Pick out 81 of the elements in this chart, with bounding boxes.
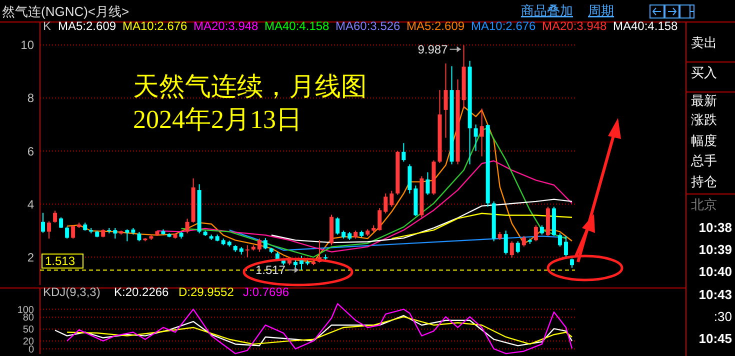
candlestick xyxy=(408,164,412,194)
annotation: 1.517 xyxy=(255,262,286,277)
candlestick xyxy=(444,63,448,138)
text: MA40:4.158 xyxy=(613,19,678,33)
text: MA60:3.526 xyxy=(336,19,401,33)
line-series xyxy=(391,212,573,240)
text: K xyxy=(43,19,52,33)
text: 幅度 xyxy=(691,133,717,148)
text: 最新 xyxy=(691,93,717,108)
text: :30 xyxy=(714,309,732,324)
y-tick-label: 4 xyxy=(27,197,34,212)
text: MA20:3.948 xyxy=(194,19,259,33)
candlestick xyxy=(504,230,508,255)
line-series xyxy=(228,229,567,251)
text: MA10:2.676 xyxy=(471,19,536,33)
text: D:29.9552 xyxy=(178,285,234,299)
text: K:20.2266 xyxy=(114,285,170,299)
text: 北京 xyxy=(691,197,717,212)
candlestick xyxy=(570,258,574,268)
candlestick xyxy=(564,235,568,258)
candlestick xyxy=(336,216,340,236)
text: 10:38 xyxy=(698,220,732,235)
candlestick xyxy=(65,226,70,240)
candlestick xyxy=(125,228,130,242)
candlestick xyxy=(378,208,382,232)
text: 买入 xyxy=(691,65,717,80)
chart-title: KDJ(9,3,3) xyxy=(43,285,100,299)
candlestick xyxy=(534,224,538,242)
text: MA5:2.609 xyxy=(58,19,116,33)
candlestick xyxy=(185,218,190,234)
candlestick xyxy=(384,192,388,214)
candlestick xyxy=(137,231,142,242)
text: MA5:2.609 xyxy=(406,19,465,33)
candlestick xyxy=(245,244,250,258)
text: 周期 xyxy=(588,3,614,18)
candlestick xyxy=(480,108,484,157)
line-series xyxy=(66,303,573,354)
candlestick xyxy=(558,232,562,248)
ref-line-label: 1.513 xyxy=(45,254,76,268)
candlestick xyxy=(53,210,58,224)
y-tick-label: 10 xyxy=(20,38,34,52)
candlestick xyxy=(516,240,520,254)
annotation: 天然气连续，月线图 xyxy=(133,72,367,101)
candlestick xyxy=(426,172,430,196)
y-tick-label: 80 xyxy=(22,312,34,324)
annotation: 2024年2月13日 xyxy=(133,105,302,134)
annotation: 9.987 xyxy=(418,42,448,56)
text: 持仓 xyxy=(691,174,717,189)
line-series xyxy=(270,198,573,244)
text: 商品叠加 xyxy=(521,3,573,18)
candlestick xyxy=(390,190,394,208)
candlestick xyxy=(47,220,52,240)
text: MA10:2.676 xyxy=(122,19,188,33)
candlestick xyxy=(474,124,478,152)
candlestick xyxy=(540,224,544,236)
candlestick xyxy=(263,238,268,250)
text: 10:43 xyxy=(698,287,732,302)
candlestick xyxy=(510,240,514,258)
y-tick-label: 0 xyxy=(28,344,34,356)
text: 10:39 xyxy=(698,242,732,257)
text: MA40:4.158 xyxy=(264,19,330,33)
text: 10:45 xyxy=(698,331,732,346)
candlestick xyxy=(113,227,118,240)
line-series xyxy=(156,160,573,252)
text: 10:40 xyxy=(698,264,732,279)
text: 总手 xyxy=(690,153,717,168)
candlestick xyxy=(257,238,262,252)
text: J:0.7696 xyxy=(243,285,290,299)
candlestick xyxy=(71,224,76,240)
chart-title: 然气连(NGNC)<月线> xyxy=(2,4,130,19)
candlestick xyxy=(41,212,46,234)
candlestick xyxy=(522,235,526,248)
candlestick xyxy=(402,142,406,162)
y-tick-label: 2 xyxy=(27,250,34,264)
y-tick-label: 50 xyxy=(22,324,34,336)
candlestick xyxy=(59,216,64,228)
text: MA20:3.948 xyxy=(542,19,608,33)
y-tick-label: 8 xyxy=(27,91,34,106)
text: 涨跌 xyxy=(691,112,717,127)
y-tick-label: 6 xyxy=(27,144,34,158)
text: 卖出 xyxy=(691,35,717,50)
